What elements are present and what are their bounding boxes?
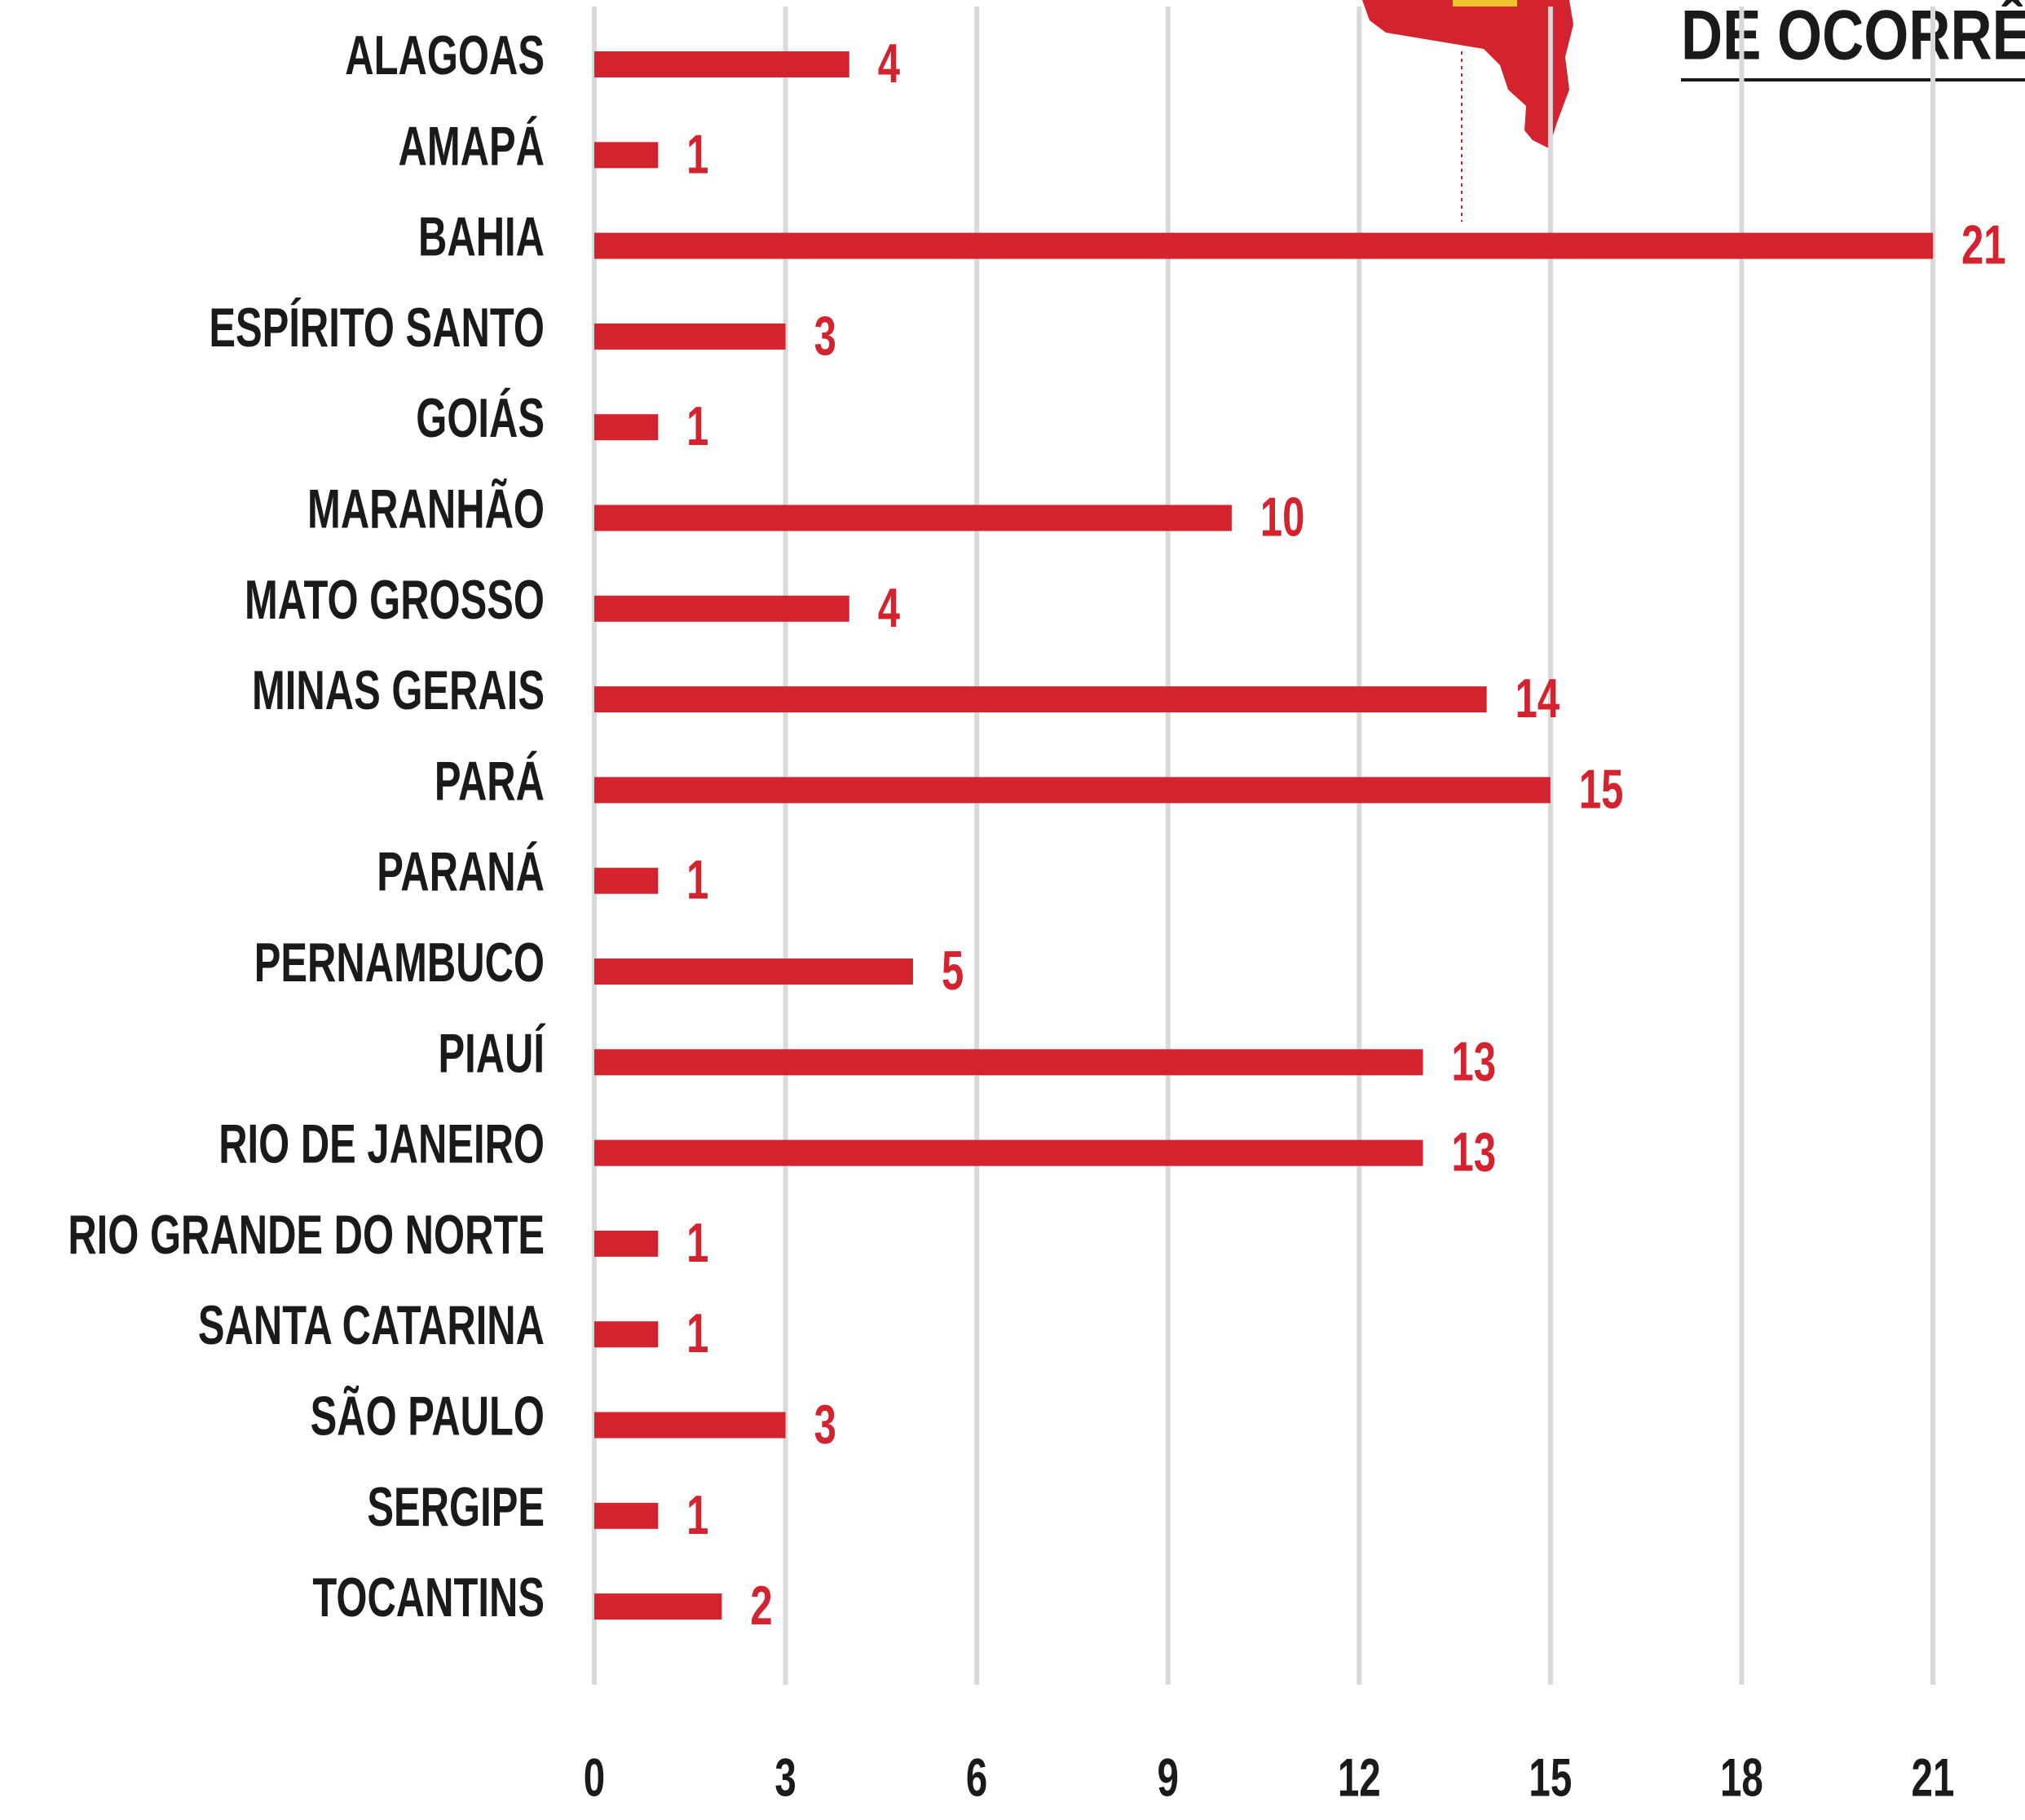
bar — [594, 323, 786, 350]
value-label: 1 — [686, 1302, 708, 1364]
value-label: 3 — [814, 1392, 836, 1455]
y-tick-label: PARANÁ — [377, 840, 545, 903]
bar — [594, 686, 1487, 713]
bar — [594, 414, 659, 441]
bar — [594, 1593, 722, 1620]
y-tick-label: SANTA CATARINA — [198, 1293, 545, 1356]
y-tick-label: TOCANTINS — [312, 1566, 545, 1628]
value-label: 13 — [1451, 1029, 1495, 1092]
value-label: 13 — [1451, 1121, 1495, 1183]
x-tick-label: 3 — [774, 1748, 796, 1808]
map-shape — [1362, 0, 1573, 148]
y-tick-label: GOIÁS — [416, 386, 545, 449]
value-label: 3 — [814, 304, 836, 367]
bar — [594, 232, 1933, 259]
value-label: 15 — [1579, 757, 1623, 820]
x-tick-label: 18 — [1720, 1748, 1763, 1808]
bar — [594, 142, 659, 169]
y-tick-label: ESPÍRITO SANTO — [209, 296, 545, 359]
bar — [594, 1412, 786, 1439]
y-tick-label: PARÁ — [435, 749, 545, 812]
bar — [594, 595, 849, 622]
y-tick-label: SÃO PAULO — [311, 1384, 545, 1447]
y-tick-label: PIAUÍ — [438, 1021, 545, 1084]
value-label: 2 — [750, 1574, 772, 1637]
y-tick-label: AMAPÁ — [399, 114, 545, 177]
y-tick-label: MARANHÃO — [307, 477, 545, 540]
bar — [594, 777, 1551, 804]
y-tick-label: ALAGOAS — [345, 24, 545, 86]
x-tick-label: 9 — [1157, 1748, 1178, 1808]
value-label: 5 — [942, 939, 964, 1002]
map-decoration — [1362, 0, 1573, 222]
bar — [594, 51, 849, 77]
chart-title: DE OCORRÊN — [1681, 0, 2025, 75]
y-tick-label: SERGIPE — [367, 1475, 545, 1538]
x-tick-label: 0 — [584, 1748, 605, 1808]
bar — [594, 958, 913, 985]
value-label: 4 — [878, 32, 900, 95]
bar — [594, 1049, 1423, 1076]
x-tick-label: 21 — [1912, 1748, 1955, 1808]
bar — [594, 1321, 659, 1348]
bar — [594, 867, 659, 894]
bar — [594, 1139, 1423, 1166]
value-label: 1 — [686, 848, 708, 911]
bar — [594, 1502, 659, 1529]
y-tick-label: RIO DE JANEIRO — [218, 1113, 545, 1175]
value-label: 1 — [686, 1483, 708, 1546]
x-tick-label: 6 — [966, 1748, 987, 1808]
value-label: 14 — [1515, 667, 1560, 729]
grid — [592, 7, 1935, 1685]
y-tick-label: MINAS GERAIS — [252, 659, 545, 721]
value-label: 21 — [1961, 214, 2005, 276]
map-marker — [1453, 0, 1517, 7]
bar — [594, 1230, 659, 1257]
y-tick-label: MATO GROSSO — [245, 568, 545, 631]
y-tick-label: RIO GRANDE DO NORTE — [68, 1203, 545, 1266]
x-tick-label: 12 — [1338, 1748, 1381, 1808]
y-tick-label: BAHIA — [418, 205, 545, 268]
value-label: 1 — [686, 1211, 708, 1274]
value-label: 10 — [1260, 485, 1304, 548]
value-label: 4 — [878, 576, 900, 639]
value-label: 1 — [686, 122, 708, 185]
y-tick-label: PERNAMBUCO — [254, 931, 545, 994]
x-tick-label: 15 — [1529, 1748, 1572, 1808]
bar — [594, 505, 1232, 531]
value-label: 1 — [686, 394, 708, 457]
